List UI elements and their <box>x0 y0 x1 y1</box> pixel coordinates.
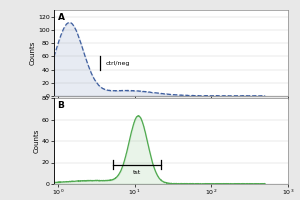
Text: ctrl/neg: ctrl/neg <box>105 61 130 66</box>
Text: B: B <box>58 101 64 110</box>
Y-axis label: Counts: Counts <box>33 129 39 153</box>
Y-axis label: Counts: Counts <box>29 41 35 65</box>
Text: tst: tst <box>133 170 141 175</box>
Text: A: A <box>58 13 64 22</box>
